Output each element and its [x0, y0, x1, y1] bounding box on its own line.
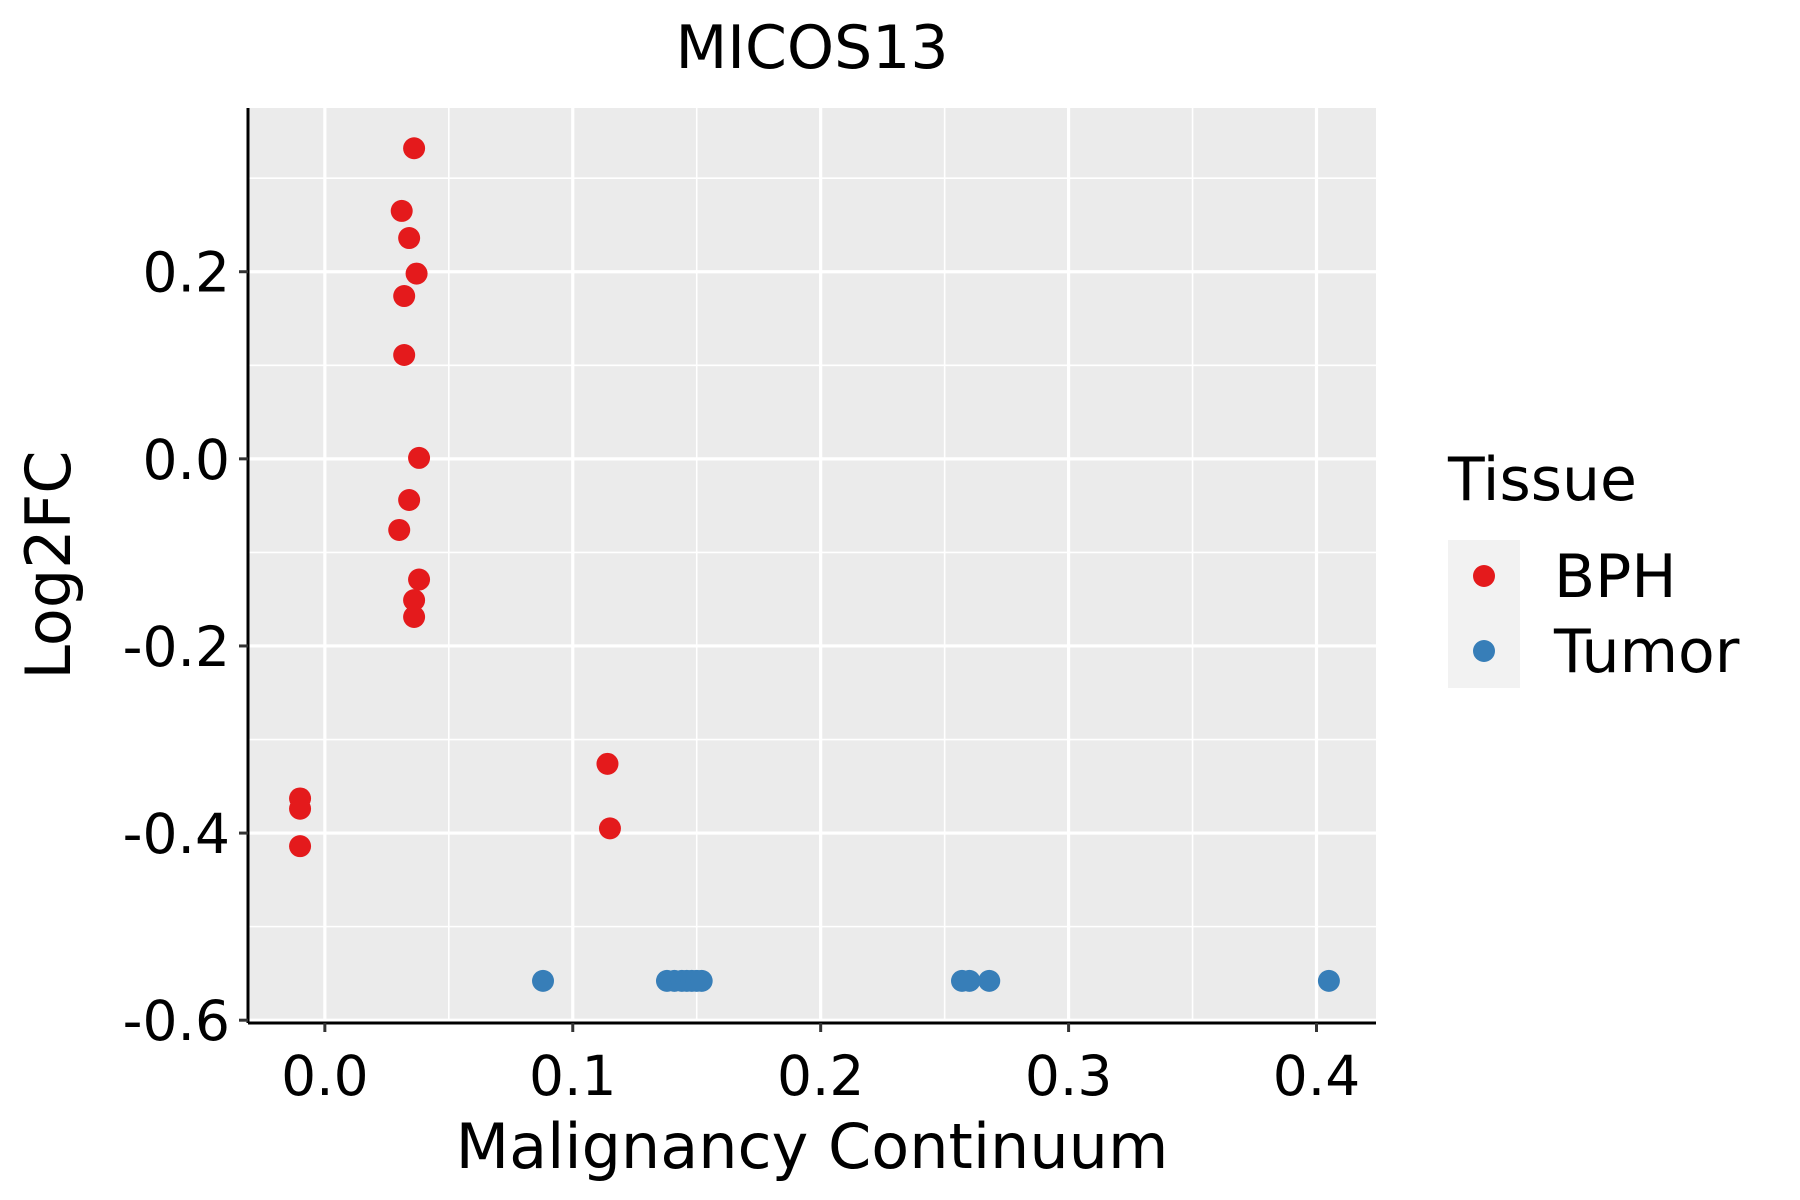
data-points — [289, 137, 1340, 992]
data-point-bph — [289, 835, 312, 858]
legend-label-bph: BPH — [1554, 542, 1676, 612]
data-point-bph — [408, 568, 431, 591]
data-point-bph — [390, 199, 413, 222]
major-gridlines — [248, 108, 1376, 1023]
data-point-bph — [403, 589, 426, 612]
y-tick-label: -0.6 — [123, 989, 230, 1053]
data-point-bph — [393, 343, 416, 366]
y-axis-ticks: -0.6 -0.4 -0.2 0.0 0.2 — [123, 241, 248, 1053]
data-point-bph — [393, 285, 416, 308]
data-point-tumor — [1317, 969, 1340, 992]
data-point-tumor — [958, 969, 981, 992]
x-tick-label: 0.4 — [1273, 1044, 1360, 1108]
data-point-bph — [388, 518, 411, 541]
minor-gridlines — [248, 108, 1376, 1023]
data-point-bph — [289, 797, 312, 820]
data-point-bph — [408, 446, 431, 469]
data-point-tumor — [532, 969, 555, 992]
y-tick-label: 0.0 — [143, 428, 230, 492]
data-point-tumor — [690, 969, 713, 992]
legend-key-tumor — [1473, 640, 1495, 662]
data-point-bph — [405, 262, 428, 285]
data-point-bph — [398, 489, 421, 512]
data-point-bph — [403, 605, 426, 628]
data-point-bph — [598, 817, 621, 840]
y-tick-label: 0.2 — [143, 241, 230, 305]
y-axis-title: Log2FC — [12, 450, 85, 679]
x-tick-label: 0.0 — [281, 1044, 368, 1108]
data-point-bph — [398, 227, 421, 250]
x-tick-label: 0.1 — [529, 1044, 616, 1108]
x-tick-label: 0.3 — [1025, 1044, 1112, 1108]
data-point-bph — [403, 137, 426, 160]
x-tick-label: 0.2 — [777, 1044, 864, 1108]
plot-panel — [248, 108, 1376, 1023]
data-point-tumor — [978, 969, 1001, 992]
y-tick-label: -0.4 — [123, 802, 230, 866]
x-axis-ticks: 0.0 0.1 0.2 0.3 0.4 — [281, 1023, 1360, 1108]
legend-title: Tissue — [1447, 445, 1637, 515]
y-tick-label: -0.2 — [123, 615, 230, 679]
data-point-bph — [596, 752, 619, 775]
legend-key-background — [1448, 540, 1520, 688]
legend-key-bph — [1473, 565, 1495, 587]
chart-title: MICOS13 — [675, 13, 948, 83]
legend-label-tumor: Tumor — [1553, 617, 1740, 687]
x-axis-title: Malignancy Continuum — [456, 1110, 1169, 1183]
